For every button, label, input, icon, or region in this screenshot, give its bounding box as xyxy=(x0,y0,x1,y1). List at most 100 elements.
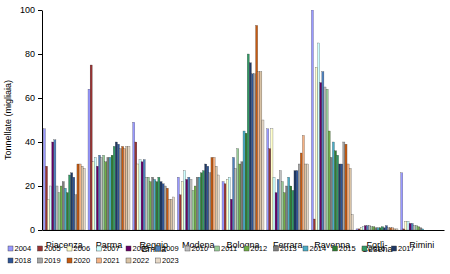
legend-label: 2011 xyxy=(221,244,237,253)
legend-item: 2016 xyxy=(362,244,385,253)
tick: Forlì-Cesena xyxy=(361,240,392,254)
axis-line xyxy=(42,11,43,231)
bar xyxy=(441,230,443,231)
bar xyxy=(273,177,275,230)
legend-item: 2021 xyxy=(97,256,120,265)
bar xyxy=(173,197,175,230)
bar xyxy=(320,83,322,230)
bar xyxy=(345,144,347,230)
bar xyxy=(371,227,373,230)
bar xyxy=(277,179,279,230)
bar xyxy=(58,193,60,230)
bar xyxy=(409,223,411,230)
bar xyxy=(224,184,226,230)
bar xyxy=(69,175,71,230)
legend-label: 2023 xyxy=(162,256,179,265)
tick: 60 xyxy=(25,93,42,103)
bar xyxy=(239,164,241,230)
bar xyxy=(164,186,166,230)
legend-swatch xyxy=(38,246,43,251)
series xyxy=(58,89,417,230)
bar xyxy=(81,166,83,230)
legend-label: 2004 xyxy=(15,244,32,253)
series xyxy=(60,131,419,230)
bar xyxy=(362,227,364,230)
y-axis: 020406080100 xyxy=(20,5,43,235)
bar xyxy=(43,129,45,230)
series xyxy=(66,133,381,230)
bar xyxy=(256,25,258,230)
series xyxy=(81,72,396,230)
bar xyxy=(279,171,281,230)
bar xyxy=(377,228,379,230)
legend: 2004200520062007200820092010201120122013… xyxy=(8,244,415,265)
bar xyxy=(133,122,135,230)
bar xyxy=(113,146,115,230)
bar xyxy=(251,74,253,230)
bar xyxy=(71,173,73,230)
bar xyxy=(237,149,239,230)
bar xyxy=(383,228,385,230)
bar xyxy=(182,182,184,230)
legend-swatch xyxy=(38,258,43,263)
bar xyxy=(184,171,186,230)
bar xyxy=(379,228,381,230)
legend-item: 2020 xyxy=(67,256,90,265)
bar xyxy=(390,228,392,230)
bar xyxy=(152,177,154,230)
bar xyxy=(349,168,351,230)
bar xyxy=(168,199,170,230)
legend-swatch xyxy=(126,246,131,251)
bar xyxy=(90,65,92,230)
bar xyxy=(207,166,209,230)
series xyxy=(71,63,386,230)
bar xyxy=(424,230,426,231)
bar xyxy=(107,157,109,230)
legend-item: 2006 xyxy=(67,244,90,253)
legend-item: 2011 xyxy=(215,244,238,253)
plot: 020406080100PiacenzaParmaReggioEmiliaMod… xyxy=(20,5,445,254)
tick: 80 xyxy=(25,49,42,59)
legend-swatch xyxy=(303,246,308,251)
bar xyxy=(52,142,54,230)
tick-label: 80 xyxy=(25,49,35,59)
bar xyxy=(281,182,283,230)
bar xyxy=(158,177,160,230)
bar xyxy=(215,166,217,230)
series xyxy=(54,72,413,230)
bar xyxy=(143,160,145,230)
bar xyxy=(351,215,353,230)
legend-swatch xyxy=(126,258,131,263)
bar xyxy=(147,177,149,230)
legend-label: 2005 xyxy=(44,244,61,253)
bar xyxy=(60,186,62,230)
tick: 0 xyxy=(30,225,42,235)
tick-label: Forlì-Cesena xyxy=(361,240,392,254)
legend-swatch xyxy=(244,246,249,251)
bar xyxy=(330,157,332,230)
legend-item: 2012 xyxy=(244,244,267,253)
bar xyxy=(267,129,269,230)
legend-label: 2015 xyxy=(339,244,356,253)
bar xyxy=(369,226,371,230)
legend-label: 2022 xyxy=(133,256,150,265)
bar xyxy=(396,229,398,230)
tick-mark xyxy=(38,98,42,99)
bar xyxy=(417,227,419,230)
bar xyxy=(194,186,196,230)
bar xyxy=(233,157,235,230)
bar xyxy=(286,186,288,230)
bar xyxy=(149,182,151,230)
bar xyxy=(109,157,111,230)
bar xyxy=(360,228,362,230)
axis-title: Tonnellate (migliaia) xyxy=(3,80,13,160)
series xyxy=(75,74,390,230)
bar xyxy=(111,155,113,230)
bar xyxy=(205,164,207,230)
series xyxy=(56,87,415,230)
bar xyxy=(45,166,47,230)
bar xyxy=(381,227,383,230)
bar xyxy=(311,10,313,230)
legend-item: 2007 xyxy=(97,244,120,253)
bar xyxy=(375,228,377,230)
